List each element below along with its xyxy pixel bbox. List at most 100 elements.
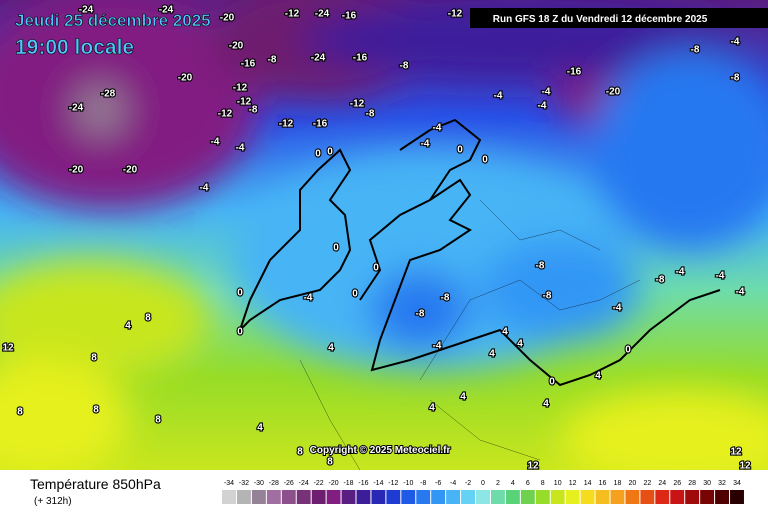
contour-label: 8 xyxy=(17,407,23,418)
contour-label: -4 xyxy=(676,267,685,278)
legend-swatch xyxy=(416,490,431,504)
contour-label: -4 xyxy=(716,271,725,282)
contour-label: 0 xyxy=(237,288,243,299)
contour-labels: -24 -24 -20 -12 -24 -16 -12 -20 -16 -8 -24 -16 -8 -20… xyxy=(1,4,752,473)
date-label: Jeudi 25 décembre 2025 xyxy=(15,11,211,30)
legend-swatch xyxy=(655,490,670,504)
legend-label: -12 xyxy=(388,480,398,487)
legend-swatch xyxy=(386,490,401,504)
contour-label: 4 xyxy=(460,392,466,403)
contour-label: 4 xyxy=(502,327,508,338)
contour-label: -16 xyxy=(342,11,357,22)
legend-label: -26 xyxy=(284,480,294,487)
contour-label: -28 xyxy=(101,89,116,100)
contour-label: -8 xyxy=(543,291,552,302)
contour-label: 0 xyxy=(237,327,243,338)
contour-label: -4 xyxy=(433,123,442,134)
contour-label: 4 xyxy=(125,321,131,332)
legend-label: -32 xyxy=(239,480,249,487)
contour-label: -12 xyxy=(218,109,233,120)
legend-swatch xyxy=(341,490,356,504)
contour-label: -4 xyxy=(613,303,622,314)
legend-label: 28 xyxy=(688,480,696,487)
legend-swatch xyxy=(670,490,685,504)
contour-label: 8 xyxy=(91,353,97,364)
time-label: 19:00 locale xyxy=(15,36,134,59)
contour-label: 4 xyxy=(517,339,523,350)
contour-label: -12 xyxy=(350,99,365,110)
legend: -34 -32 -30 -28 -26 -24 -22 -20 -18 -16 -14 -12 -10-… xyxy=(222,480,744,504)
contour-label: 0 xyxy=(333,243,339,254)
legend-swatch xyxy=(730,490,744,504)
contour-label: -4 xyxy=(736,287,745,298)
legend-swatch xyxy=(401,490,416,504)
legend-label: 30 xyxy=(703,480,711,487)
legend-swatch xyxy=(520,490,535,504)
map-field xyxy=(0,0,768,490)
legend-swatch xyxy=(535,490,550,504)
contour-label: -12 xyxy=(279,119,294,130)
contour-label: -24 xyxy=(311,53,326,64)
contour-label: -8 xyxy=(536,261,545,272)
footer-title: Température 850hPa xyxy=(30,476,161,492)
run-label: Run GFS 18 Z du Vendredi 12 décembre 202… xyxy=(493,14,708,25)
contour-label: 8 xyxy=(93,405,99,416)
contour-label: -8 xyxy=(656,275,665,286)
contour-label: 8 xyxy=(155,415,161,426)
legend-label: 4 xyxy=(511,480,515,487)
legend-label: 34 xyxy=(733,480,741,487)
contour-label: -4 xyxy=(236,143,245,154)
contour-label: -4 xyxy=(494,91,503,102)
legend-label: -20 xyxy=(329,480,339,487)
contour-label: -8 xyxy=(416,309,425,320)
legend-swatch xyxy=(610,490,625,504)
contour-label: 0 xyxy=(457,145,463,156)
legend-label: -14 xyxy=(373,480,383,487)
legend-label: 8 xyxy=(541,480,545,487)
legend-label: 0 xyxy=(481,480,485,487)
legend-swatch xyxy=(461,490,476,504)
contour-label: -8 xyxy=(400,61,409,72)
legend-label: 16 xyxy=(599,480,607,487)
contour-label: -4 xyxy=(421,139,430,150)
contour-label: 8 xyxy=(297,447,303,458)
contour-label: -4 xyxy=(542,87,551,98)
legend-swatch xyxy=(565,490,580,504)
contour-label: -24 xyxy=(79,5,94,16)
legend-swatch xyxy=(222,490,236,504)
legend-swatch xyxy=(715,490,730,504)
contour-label: -4 xyxy=(200,183,209,194)
contour-label: 12 xyxy=(2,343,14,354)
legend-swatch xyxy=(505,490,520,504)
legend-label: 2 xyxy=(496,480,500,487)
contour-label: 0 xyxy=(373,263,379,274)
legend-swatch xyxy=(550,490,565,504)
legend-label: 18 xyxy=(614,480,622,487)
contour-label: 8 xyxy=(145,313,151,324)
contour-label: -8 xyxy=(366,109,375,120)
contour-label: 8 xyxy=(327,457,333,468)
legend-swatch xyxy=(266,490,281,504)
legend-swatch xyxy=(236,490,251,504)
legend-label: -2 xyxy=(465,480,471,487)
legend-swatch xyxy=(326,490,341,504)
legend-swatch xyxy=(251,490,266,504)
contour-label: 12 xyxy=(527,461,539,472)
coastline xyxy=(239,118,721,387)
contour-label: 0 xyxy=(482,155,488,166)
contour-label: 0 xyxy=(549,377,555,388)
legend-label: -10 xyxy=(403,480,413,487)
contour-label: -24 xyxy=(159,5,174,16)
legend-label: 10 xyxy=(554,480,562,487)
legend-swatch xyxy=(446,490,461,504)
contour-label: -20 xyxy=(123,165,138,176)
contour-label: -20 xyxy=(606,87,621,98)
legend-label: 6 xyxy=(526,480,530,487)
contour-label: 4 xyxy=(429,403,435,414)
legend-label: -30 xyxy=(254,480,264,487)
legend-swatch xyxy=(431,490,446,504)
contour-label: -4 xyxy=(211,137,220,148)
legend-swatch xyxy=(371,490,386,504)
copyright: Copyright © 2025 Meteociel.fr xyxy=(310,445,451,456)
contour-label: -4 xyxy=(538,101,547,112)
